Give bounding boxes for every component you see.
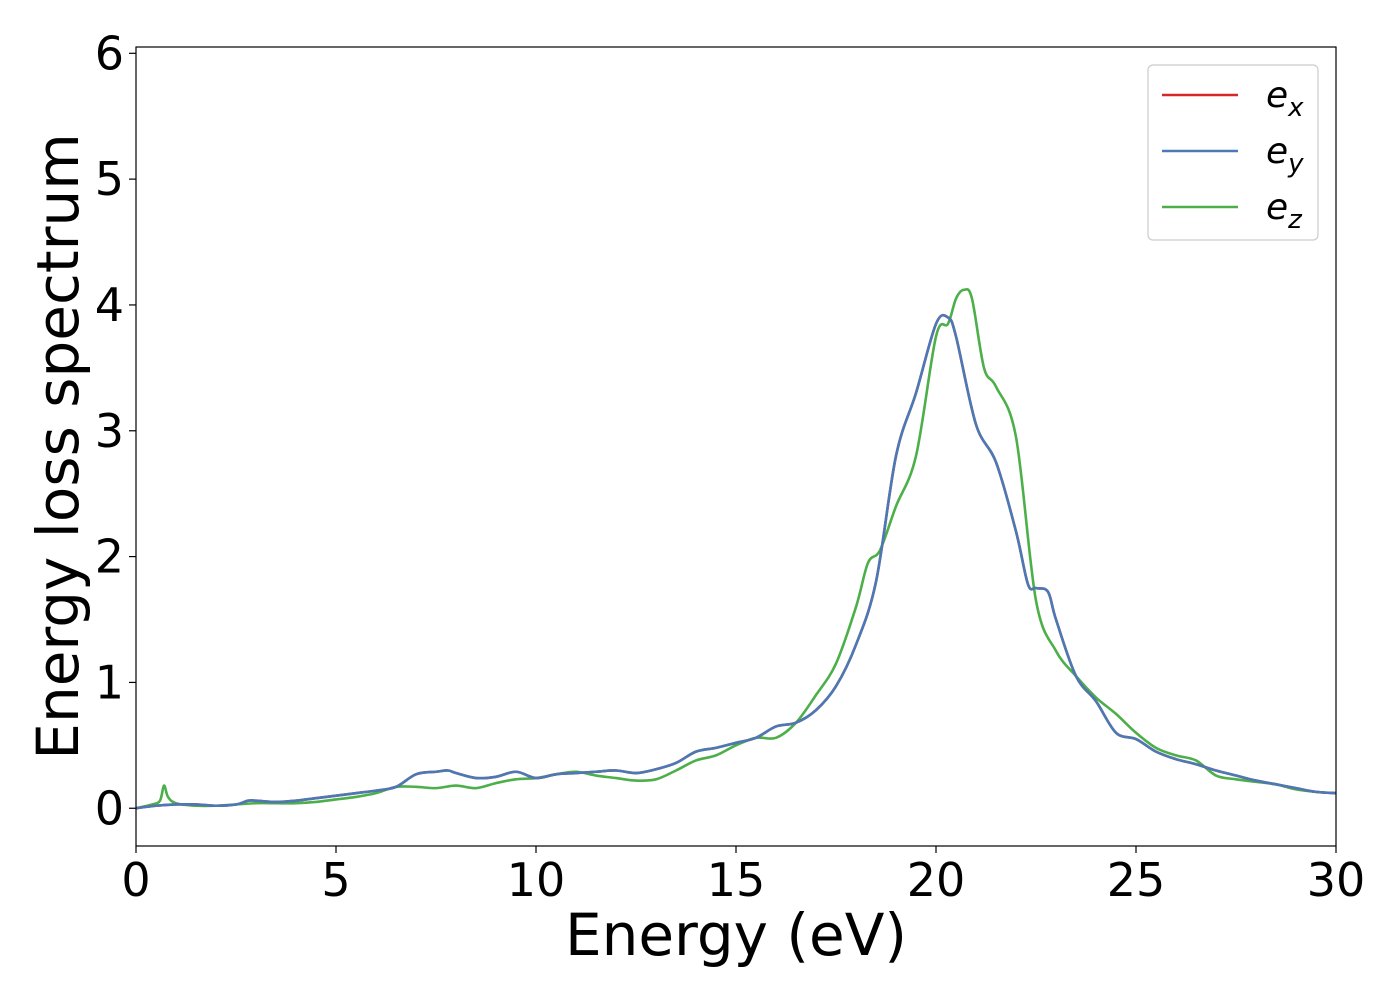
y-tick-label: 4 xyxy=(95,278,124,332)
series-line-y xyxy=(136,313,1336,810)
y-axis-label: Energy loss spectrum xyxy=(24,133,92,759)
legend-label-subscript: y xyxy=(1287,149,1304,179)
legend-label-base: e xyxy=(1266,131,1288,172)
y-tick-label: 3 xyxy=(95,404,124,458)
y-tick-label: 2 xyxy=(95,530,124,584)
x-axis-ticks: 0 5 10 15 20 25 30 xyxy=(121,846,1365,907)
x-tick-label: 5 xyxy=(321,853,350,907)
y-tick-label: 0 xyxy=(95,781,124,835)
legend-label-z: ez xyxy=(1266,187,1303,235)
y-tick-label: 6 xyxy=(95,26,124,80)
x-tick-label: 30 xyxy=(1307,853,1366,907)
legend-label-x: ex xyxy=(1266,75,1304,123)
x-tick-label: 25 xyxy=(1107,853,1166,907)
legend-label-subscript: x xyxy=(1287,93,1304,123)
y-tick-label: 5 xyxy=(95,152,124,206)
series-layer xyxy=(136,287,1336,810)
x-tick-label: 10 xyxy=(507,853,566,907)
legend-frame xyxy=(1147,64,1319,241)
legend-label-base: e xyxy=(1266,75,1288,116)
legend-label-y: ey xyxy=(1266,131,1304,179)
legend-label-subscript: z xyxy=(1287,205,1303,235)
legend-label-base: e xyxy=(1266,187,1288,228)
x-tick-label: 20 xyxy=(907,853,966,907)
y-axis-ticks: 0 1 2 3 4 5 6 xyxy=(95,26,136,835)
x-tick-label: 15 xyxy=(707,853,766,907)
y-tick-label: 1 xyxy=(95,655,124,709)
x-axis-label: Energy (eV) xyxy=(565,901,907,969)
x-tick-label: 0 xyxy=(121,853,150,907)
